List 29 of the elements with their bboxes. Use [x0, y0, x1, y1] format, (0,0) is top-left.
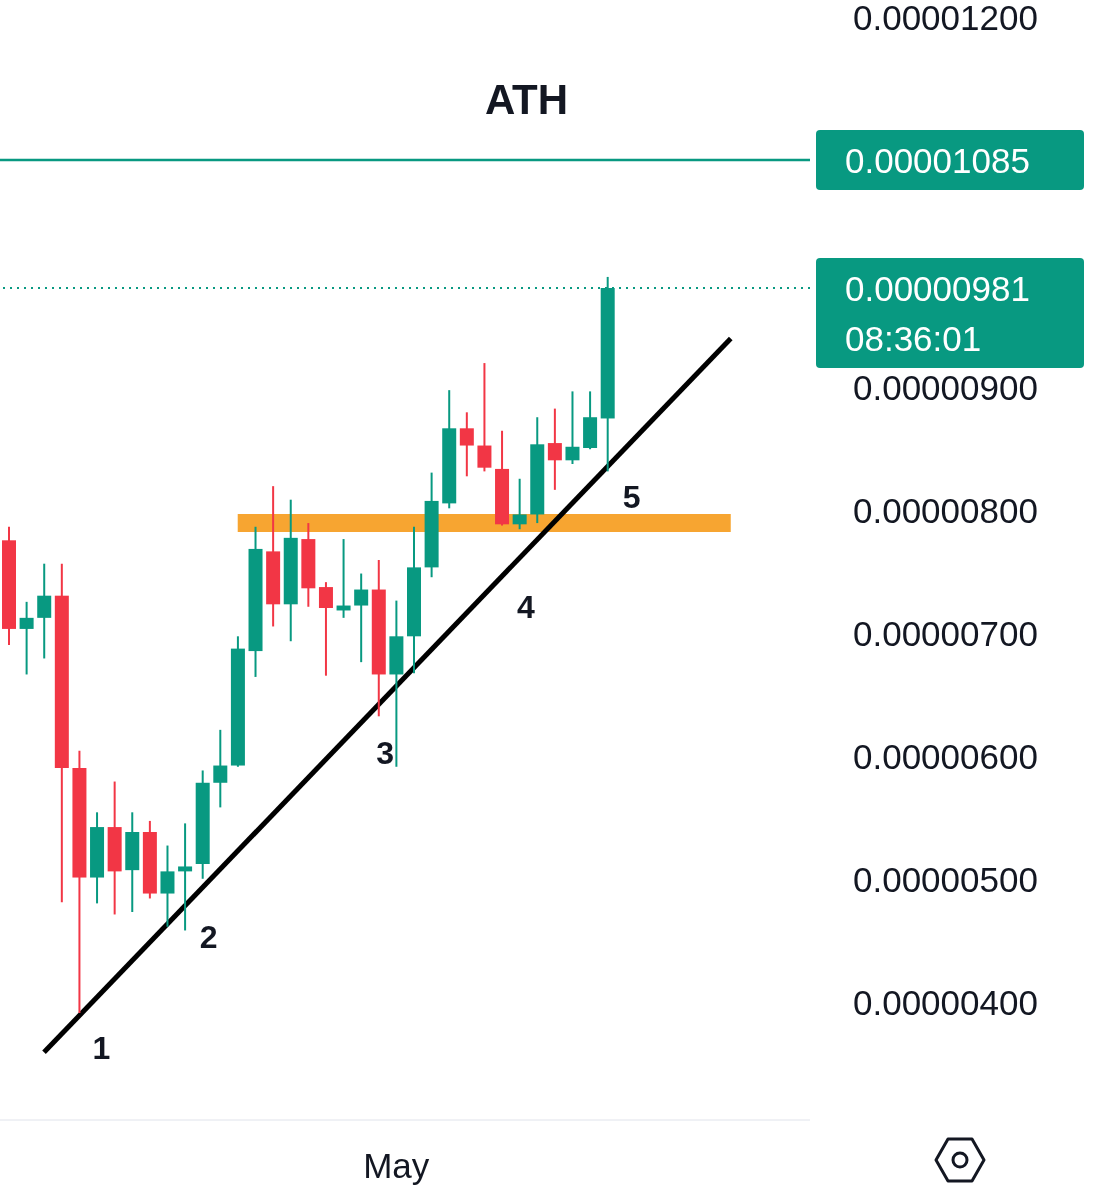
- candlestick: [354, 572, 369, 664]
- candlestick: [178, 822, 193, 932]
- candlestick: [565, 390, 580, 465]
- text: 08:36:01: [845, 319, 982, 358]
- annotation: 2: [199, 918, 218, 955]
- candlestick: [477, 362, 492, 473]
- y-tick-label: 0.00000400: [853, 983, 1038, 1023]
- y-tick-label: 0.00000900: [853, 367, 1038, 407]
- annotation: 1: [92, 1029, 111, 1066]
- y-tick-label: 0.00001200: [853, 0, 1038, 38]
- annotation: 3: [376, 735, 394, 772]
- annotation: 5: [622, 478, 641, 515]
- text: ATH: [484, 76, 569, 123]
- y-tick-label: 0.00000700: [853, 613, 1038, 653]
- candlestick: [213, 728, 228, 809]
- candlestick: [547, 407, 562, 491]
- ref-line-label: 0.00000981: [845, 269, 1030, 308]
- candlestick: [37, 562, 52, 660]
- candlestick: [318, 581, 333, 677]
- candlestick: [459, 411, 474, 478]
- ref-line-label: 0.00001085: [845, 141, 1030, 180]
- x-tick-label: May: [363, 1146, 430, 1185]
- candlestick: [19, 600, 34, 676]
- candlestick: [160, 844, 175, 928]
- candlestick: [512, 477, 527, 531]
- y-tick-label: 0.00000600: [853, 736, 1038, 776]
- y-tick-label: 0.00000800: [853, 490, 1038, 530]
- annotation: 4: [516, 588, 535, 625]
- y-tick-label: 0.00000500: [853, 860, 1038, 899]
